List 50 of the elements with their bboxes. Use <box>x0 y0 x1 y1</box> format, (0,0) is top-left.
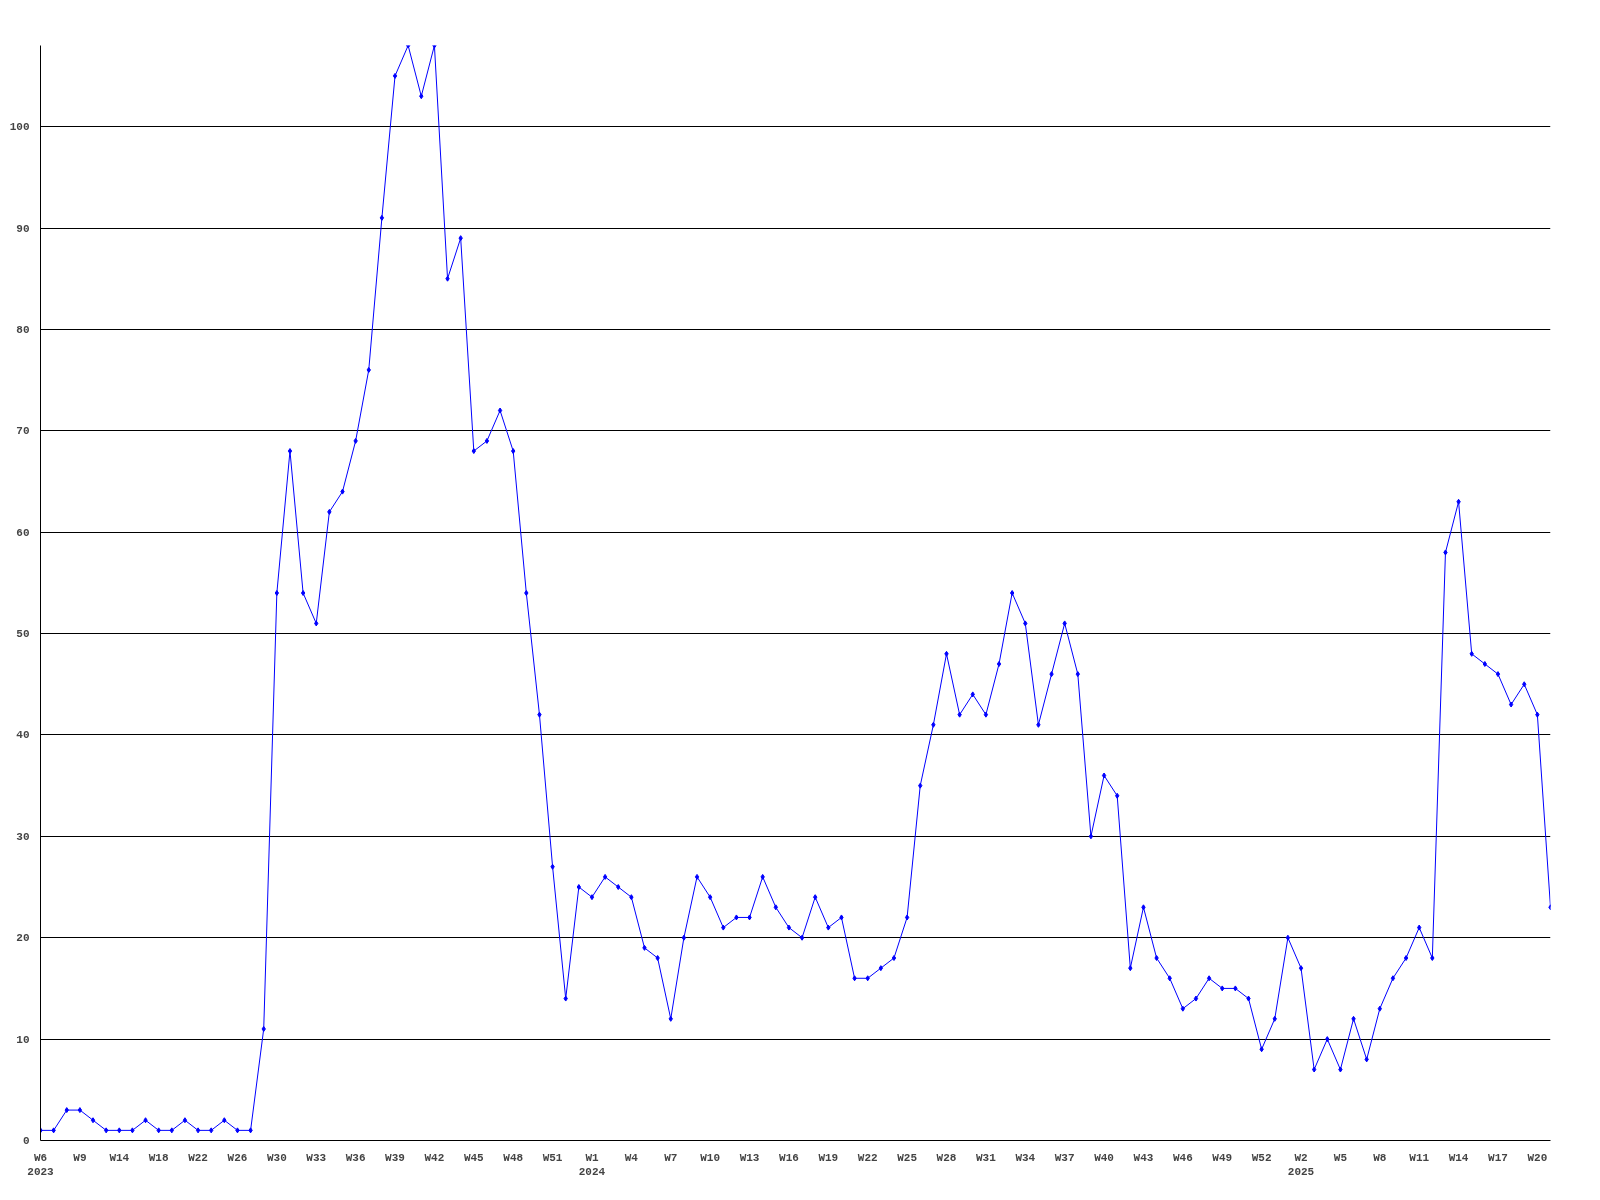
x-tick-label: W19 <box>818 1151 839 1164</box>
x-tick-label: W31 <box>975 1151 997 1164</box>
x-tick-label: W26 <box>227 1151 248 1164</box>
x-tick-label: W1 2024 <box>578 1151 606 1178</box>
x-tick-label: W46 <box>1172 1151 1193 1164</box>
y-tick-label: 10 <box>16 1033 30 1046</box>
x-tick-label: W7 <box>664 1151 678 1164</box>
x-tick-label: W37 <box>1054 1151 1075 1164</box>
x-tick-label: W17 <box>1488 1151 1508 1164</box>
x-tick-label: W6 2023 <box>27 1151 55 1178</box>
x-tick-label: W30 <box>266 1151 287 1164</box>
y-tick-label: 0 <box>22 1135 30 1147</box>
x-tick-label: W48 <box>503 1151 524 1164</box>
x-tick-label: W9 <box>73 1151 87 1164</box>
x-tick-label: W11 <box>1409 1151 1430 1164</box>
y-tick-label: 80 <box>16 323 30 336</box>
x-tick-label: W36 <box>345 1151 366 1164</box>
y-tick-label: 50 <box>16 628 30 641</box>
x-tick-label: W18 <box>148 1151 169 1164</box>
y-tick-label: 30 <box>16 830 30 843</box>
x-tick-label: W14 <box>1448 1151 1469 1164</box>
x-tick-label: W5 <box>1333 1151 1348 1164</box>
x-tick-label: W42 <box>424 1151 445 1164</box>
y-tick-label: 100 <box>9 121 30 134</box>
x-tick-label: W10 <box>700 1151 721 1164</box>
x-tick-label: W51 <box>542 1151 563 1164</box>
x-tick-label: W52 <box>1251 1151 1272 1164</box>
x-tick-label: W28 <box>936 1151 957 1164</box>
x-tick-label: W22 <box>188 1151 208 1164</box>
y-tick-label: 60 <box>16 526 30 539</box>
x-tick-label: W33 <box>306 1151 327 1164</box>
x-tick-label: W34 <box>1015 1151 1036 1164</box>
x-tick-label: W22 <box>857 1151 878 1164</box>
x-tick-label: W45 <box>463 1151 485 1164</box>
x-tick-label: W43 <box>1133 1151 1154 1164</box>
x-tick-label: W20 <box>1527 1151 1548 1164</box>
x-tick-label: W25 <box>897 1151 918 1164</box>
x-tick-label: W8 <box>1373 1151 1387 1164</box>
y-tick-label: 90 <box>16 222 30 235</box>
x-tick-label: W40 <box>1094 1151 1114 1164</box>
x-tick-label: W4 <box>624 1151 639 1164</box>
x-tick-label: W13 <box>739 1151 760 1164</box>
y-tick-label: 20 <box>16 932 30 945</box>
x-tick-label: W16 <box>779 1151 799 1164</box>
x-tick-label: W14 <box>109 1151 130 1164</box>
y-tick-label: 40 <box>16 729 30 742</box>
x-tick-label: W49 <box>1212 1151 1233 1164</box>
y-tick-label: 70 <box>16 425 30 438</box>
x-tick-label: W39 <box>385 1151 405 1164</box>
x-tick-label: W2 2025 <box>1287 1151 1315 1178</box>
